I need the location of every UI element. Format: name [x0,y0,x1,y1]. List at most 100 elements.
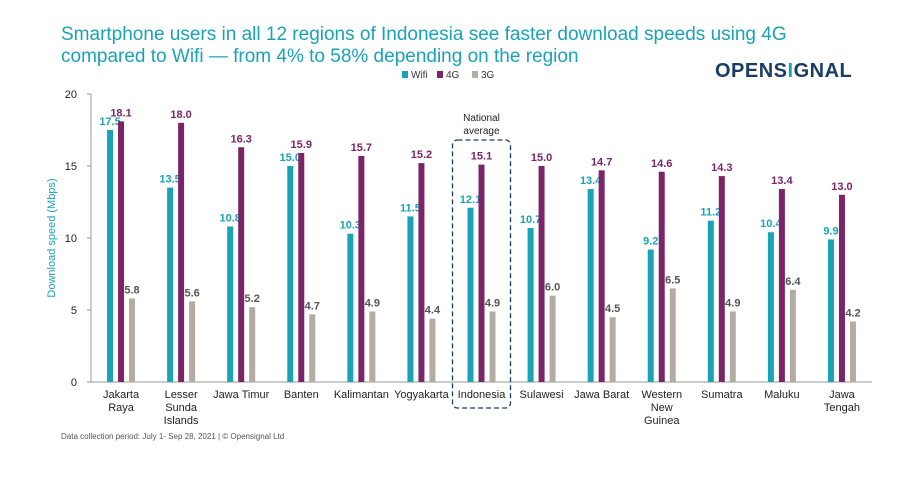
bar-3g [189,301,196,382]
legend-swatch-3g [472,71,478,78]
data-label-3g: 4.7 [305,300,320,312]
y-tick-label: 10 [65,233,77,245]
data-label-4g: 14.7 [591,156,612,168]
y-tick-label: 15 [65,161,77,173]
data-label-3g: 6.4 [785,276,801,288]
bar-3g [309,314,316,382]
data-label-wifi: 10.3 [340,220,361,232]
data-label-wifi: 11.5 [400,202,421,214]
y-axis-label: Download speed (Mbps) [46,178,58,297]
data-label-wifi: 10.4 [760,218,782,230]
bar-wifi [467,207,474,382]
x-category-label: Jakarta [103,389,140,401]
opensignal-logo: OPENSIGNAL [715,60,852,83]
bar-4g [838,194,845,382]
data-label-wifi: 15.0 [280,152,301,164]
data-label-3g: 5.2 [245,293,260,305]
data-label-4g: 18.0 [170,109,191,121]
data-label-3g: 5.6 [184,287,199,299]
x-category-label: Raya [108,402,135,414]
data-label-4g: 14.3 [711,162,732,174]
bar-3g [729,311,736,382]
legend-label-4g: 4G [446,70,460,81]
x-category-label: Jawa [829,389,856,401]
data-label-3g: 5.8 [124,284,139,296]
data-label-4g: 15.0 [531,152,552,164]
bar-wifi [707,220,714,382]
bar-4g [358,155,365,382]
data-label-3g: 4.5 [605,303,620,315]
bar-wifi [407,216,414,382]
x-category-label: New [651,402,673,414]
data-label-3g: 4.9 [485,297,500,309]
bar-3g [669,288,676,382]
x-category-label: Maluku [764,389,799,401]
data-label-wifi: 13.5 [159,174,180,186]
x-category-label: Yogyakarta [394,389,450,401]
national-average-highlight-box [451,139,512,409]
data-label-3g: 4.2 [845,308,860,320]
bar-4g [298,153,305,382]
data-label-wifi: 11.2 [700,207,721,219]
x-category-label: Jawa Barat [574,389,629,401]
bar-4g [538,166,545,382]
x-category-label: Lesser [165,389,198,401]
bar-wifi [287,166,294,382]
data-label-wifi: 10.7 [520,214,541,226]
data-label-3g: 6.0 [545,282,560,294]
bar-wifi [527,227,534,382]
national-average-label: National [463,113,500,124]
y-tick-label: 0 [71,377,77,389]
bar-wifi [107,130,114,382]
bar-3g [549,295,556,382]
bar-4g [598,170,605,382]
national-average-label: average [463,126,500,137]
logo-signal-letter: I [787,60,794,82]
x-category-label: Sunda [165,402,198,414]
data-label-wifi: 12.1 [460,194,481,206]
bar-wifi [347,233,354,382]
bar-4g [178,122,185,383]
bar-3g [849,321,856,382]
bar-4g [478,164,485,382]
data-label-4g: 15.7 [351,142,372,154]
data-label-3g: 4.4 [425,305,441,317]
legend-label-3g: 3G [481,70,495,81]
data-label-wifi: 10.8 [219,212,240,224]
bar-4g [658,171,665,382]
bar-3g [489,311,496,382]
data-label-4g: 16.3 [230,133,251,145]
x-category-label: Sumatra [701,389,743,401]
data-label-wifi: 17.5 [99,116,120,128]
data-label-3g: 4.9 [365,297,380,309]
y-tick-label: 20 [65,89,77,101]
bar-3g [609,317,616,382]
bar-4g [718,176,725,382]
x-category-label: Tengah [824,402,860,414]
bar-4g [418,163,425,382]
bar-3g [249,307,256,382]
x-category-label: Guinea [644,415,680,427]
bar-wifi [647,249,654,382]
chart-title-line-2: compared to Wifi — from 4% to 58% depend… [61,46,579,67]
x-category-label: Western [641,389,682,401]
y-tick-label: 5 [71,305,77,317]
data-label-3g: 4.9 [725,297,740,309]
logo-text-end: GNAL [793,60,853,82]
x-category-label: Banten [284,389,319,401]
chart-title: Smartphone users in all 12 regions of In… [61,24,861,68]
data-label-3g: 6.5 [665,274,680,286]
bar-3g [429,318,436,382]
bar-4g [778,189,785,382]
legend-swatch-4g [437,71,443,78]
data-label-4g: 13.0 [831,181,852,193]
data-label-wifi: 13.4 [580,175,602,187]
x-category-label: Kalimantan [334,389,389,401]
bar-3g [369,311,376,382]
data-label-wifi: 9.2 [643,236,658,248]
x-category-label: Jawa Timur [213,389,270,401]
bar-3g [789,289,796,382]
x-category-label: Indonesia [458,389,507,401]
data-label-4g: 13.4 [771,175,793,187]
bar-3g [129,298,136,382]
